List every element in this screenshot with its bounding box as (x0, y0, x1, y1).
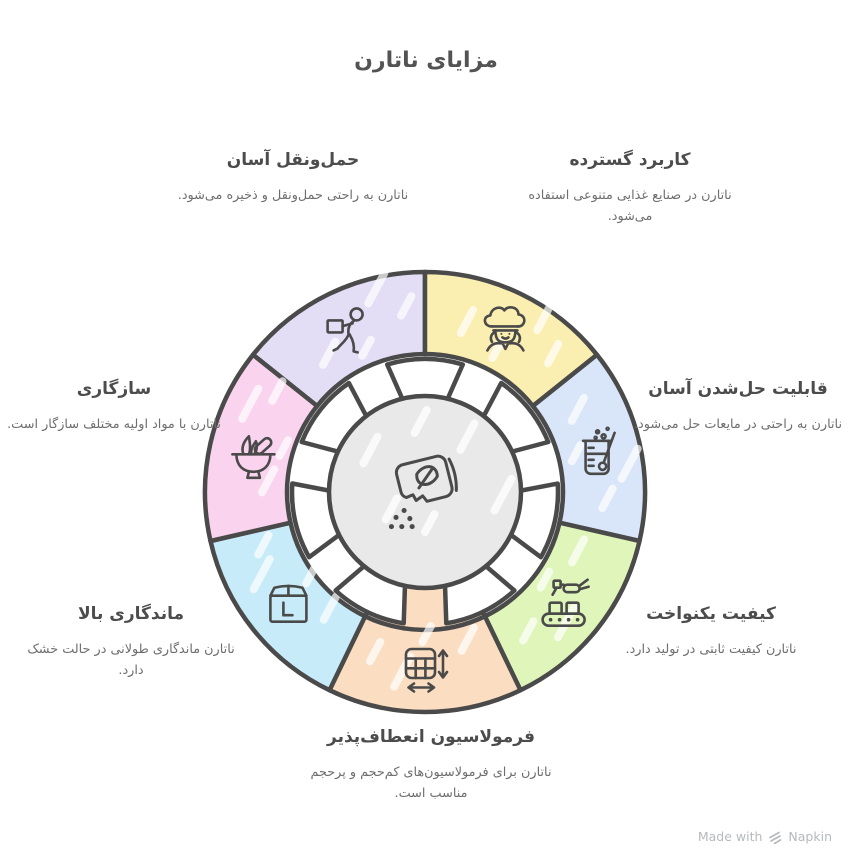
segment-compatibility (202, 352, 320, 544)
sketch-highlight (364, 269, 389, 308)
sketch-highlight (366, 637, 385, 666)
table-resize-icon (404, 647, 449, 693)
section-desc-quality: ناتارن کیفیت ثابتی در تولید دارد. (625, 642, 797, 657)
sketch-highlight (238, 384, 263, 423)
chef-icon (483, 306, 526, 352)
section-compatibility: سازگاری ناتارن با مواد اولیه مختلف سازگا… (4, 379, 224, 435)
sketch-highlight (567, 393, 588, 425)
sketch-highlight (519, 617, 538, 645)
sketch-highlight (617, 444, 642, 483)
sketch-highlight (544, 339, 563, 368)
section-desc-transport: ناتارن به راحتی حمل‌ونقل و ذخیره می‌شود. (177, 188, 409, 203)
section-desc-compatibility: ناتارن با مواد اولیه مختلف سازگار است. (7, 417, 221, 432)
section-title-shelf-life: ماندگاری بالا (77, 604, 185, 624)
sketch-highlight (567, 441, 585, 466)
made-with-text: Made with (697, 829, 763, 844)
mortar-bowl-icon (231, 434, 276, 480)
sketch-highlight (359, 432, 382, 468)
sketch-highlight (490, 474, 516, 515)
section-desc-application: ناتارن در صنایع غذایی متنوعی استفاده می‌… (528, 188, 732, 225)
section-title-solubility: قابلیت حل‌شدن آسان (648, 379, 828, 399)
sketch-highlight (254, 531, 273, 559)
napkin-logo-icon (769, 831, 782, 844)
sketch-highlight (598, 484, 617, 512)
sketch-highlight (258, 465, 279, 497)
sketch-highlight (456, 306, 478, 337)
section-transport: حمل‌ونقل آسان ناتارن به راحتی حمل‌ونقل و… (168, 150, 418, 206)
sketch-highlight (319, 592, 340, 624)
sketch-highlight (381, 494, 401, 524)
sketch-highlight (410, 405, 431, 437)
section-title-compatibility: سازگاری (76, 379, 152, 399)
sketch-highlight (568, 535, 589, 567)
section-title-application: کاربرد گسترده (569, 150, 691, 170)
sketch-highlight (275, 436, 292, 461)
sketch-highlight (268, 377, 287, 405)
section-application: کاربرد گسترده ناتارن در صنایع غذایی متنو… (505, 150, 755, 228)
sketch-highlight (536, 567, 554, 592)
napkin-badge[interactable]: Made with Napkin (698, 829, 832, 844)
section-solubility: قابلیت حل‌شدن آسان ناتارن به راحتی در ما… (627, 379, 849, 435)
package-box-icon (269, 584, 308, 624)
wheel-center (326, 393, 524, 591)
section-desc-solubility: ناتارن به راحتی در مایعات حل می‌شود. (633, 417, 843, 432)
sketch-highlight (456, 419, 479, 454)
beaker-stir-icon (581, 426, 616, 476)
section-shelf-life: ماندگاری بالا ناتارن ماندگاری طولانی در … (18, 604, 244, 682)
powder-packet-leaf-icon (388, 454, 458, 530)
section-formulation: فرمولاسیون انعطاف‌پذیر ناتارن برای فرمول… (296, 727, 566, 805)
sketch-highlight (418, 622, 435, 646)
section-title-transport: حمل‌ونقل آسان (226, 150, 360, 170)
sketch-highlight (390, 652, 415, 691)
sketch-highlight (488, 338, 505, 362)
sketch-highlight (533, 296, 558, 335)
sketch-highlight (249, 555, 274, 594)
page-title: مزایای ناتارن (354, 48, 498, 73)
section-title-quality: کیفیت یکنواخت (646, 604, 776, 624)
brand-text: Napkin (788, 829, 832, 844)
sketch-highlight (302, 563, 319, 588)
sketch-highlight (397, 292, 416, 320)
sketch-highlight (421, 510, 439, 536)
sketch-highlight (358, 335, 375, 360)
sketch-highlight (553, 603, 578, 642)
sketch-highlight (319, 337, 340, 369)
conveyor-robot-icon (541, 578, 590, 628)
section-desc-formulation: ناتارن برای فرمولاسیون‌های کم‌حجم و پرحج… (310, 765, 552, 802)
section-quality: کیفیت یکنواخت ناتارن کیفیت ثابتی در تولی… (601, 604, 821, 660)
person-carrying-box-icon (326, 307, 364, 354)
section-title-formulation: فرمولاسیون انعطاف‌پذیر (327, 727, 535, 747)
section-desc-shelf-life: ناتارن ماندگاری طولانی در حالت خشک دارد. (27, 642, 235, 679)
sketch-highlight (457, 623, 478, 655)
